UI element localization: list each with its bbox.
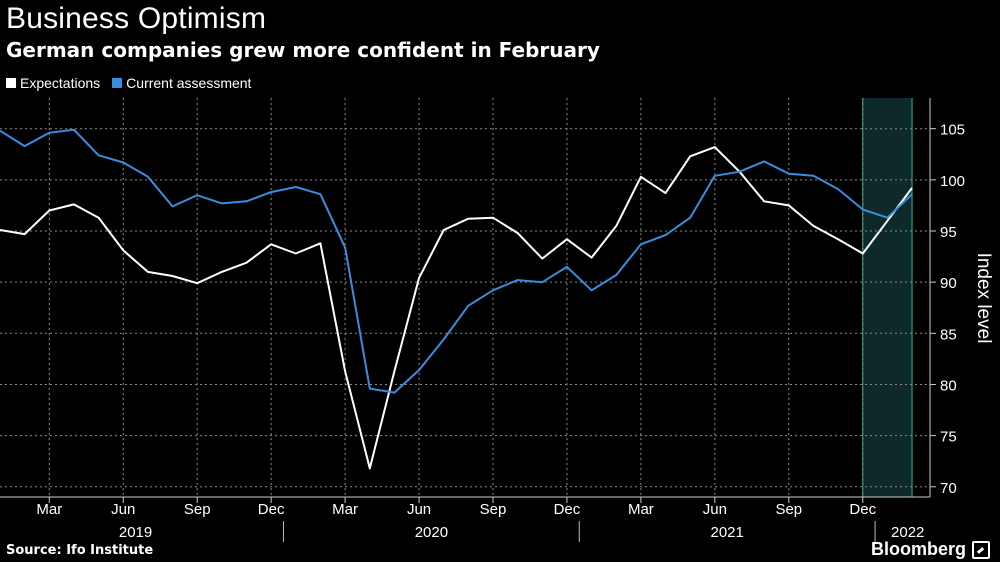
y-tick-label: 75 (940, 429, 957, 446)
y-tick-label: 80 (940, 377, 957, 394)
legend-label-current-assessment: Current assessment (126, 75, 252, 91)
x-tick-label: Jun (703, 501, 727, 518)
legend-item-current-assessment: Current assessment (112, 75, 251, 91)
legend: Expectations Current assessment (6, 75, 251, 91)
x-tick-label: Mar (36, 501, 62, 518)
x-year-label: 2021 (710, 524, 743, 541)
source-note: Source: Ifo Institute (6, 543, 154, 558)
x-tick-label: Sep (775, 501, 802, 518)
x-tick-label: Sep (480, 501, 507, 518)
x-tick-label: Jun (111, 501, 135, 518)
series-line-expectations (0, 146, 913, 470)
brand-chart-icon (972, 540, 990, 559)
series-line-current-assessment (0, 128, 913, 394)
brand-name: Bloomberg (870, 539, 966, 559)
x-tick-label: Dec (554, 501, 581, 518)
x-tick-label: Jun (407, 501, 431, 518)
chart-subtitle: German companies grew more confident in … (6, 38, 600, 62)
brand-logo: Bloomberg (871, 539, 990, 560)
highlight-band (862, 98, 913, 497)
x-year-label: 2019 (119, 524, 152, 541)
x-tick-label: Dec (849, 501, 876, 518)
y-tick-label: 100 (940, 173, 965, 190)
legend-item-expectations: Expectations (6, 75, 100, 91)
x-tick-label: Sep (184, 501, 211, 518)
x-tick-label: Dec (258, 501, 285, 518)
legend-swatch-current-assessment (112, 78, 123, 88)
legend-label-expectations: Expectations (20, 75, 101, 91)
y-tick-label: 105 (940, 122, 965, 139)
chart-title: Business Optimism (6, 2, 267, 35)
y-tick-label: 70 (940, 480, 957, 497)
y-tick-label: 95 (940, 224, 957, 241)
y-axis-label: Index level (973, 253, 994, 344)
x-year-label: 2022 (891, 524, 924, 541)
x-tick-label: Mar (332, 501, 358, 518)
y-tick-label: 90 (940, 275, 957, 292)
x-tick-label: Mar (628, 501, 654, 518)
legend-swatch-expectations (6, 78, 16, 88)
y-tick-label: 85 (940, 326, 957, 343)
x-year-label: 2020 (415, 524, 448, 541)
